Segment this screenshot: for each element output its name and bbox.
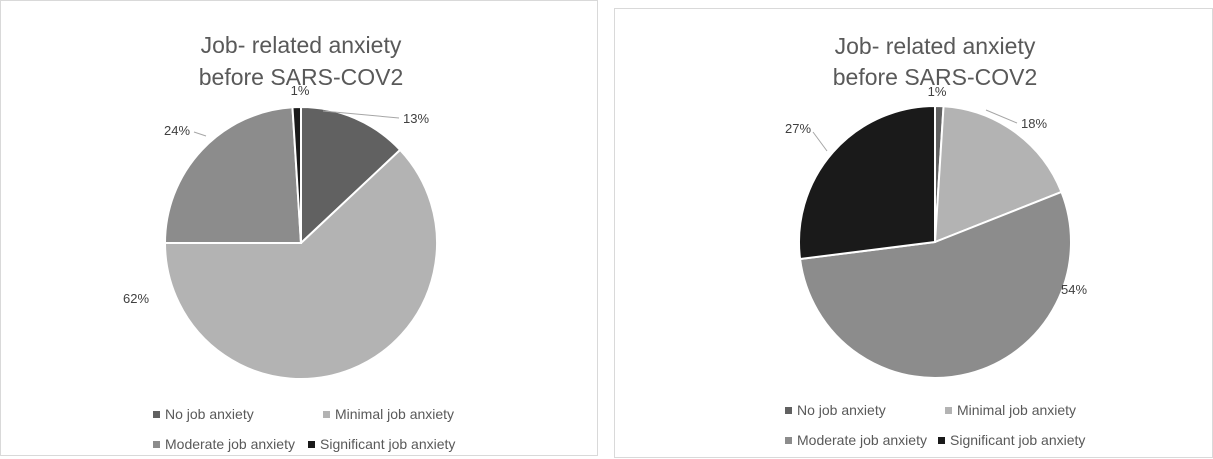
pie-slices <box>163 105 438 380</box>
data-label-no-job-anxiety: 13% <box>403 111 429 126</box>
slice-minimal-job-anxiety <box>163 148 438 380</box>
pie-slices <box>798 104 1072 379</box>
chart-title-line-1: Job- related anxiety <box>835 33 1036 59</box>
data-labels: 13% 62% 24% 1% <box>123 83 429 306</box>
pie-chart-panel-left: Job- related anxiety before SARS-COV2 13… <box>0 0 598 456</box>
legend-entry-significant-job-anxiety: Significant job anxiety <box>950 432 1085 448</box>
legend-entry-moderate-job-anxiety: Moderate job anxiety <box>797 432 927 448</box>
pie-chart-left: Job- related anxiety before SARS-COV2 13… <box>123 32 455 452</box>
chart-title: Job- related anxiety before SARS-COV2 <box>833 33 1038 90</box>
pie-chart-right: Job- related anxiety before SARS-COV2 1%… <box>785 33 1087 448</box>
legend-swatch-moderate-job-anxiety <box>785 437 792 444</box>
chart-title: Job- related anxiety before SARS-COV2 <box>199 32 404 90</box>
legend-entry-no-job-anxiety: No job anxiety <box>797 402 886 418</box>
data-label-significant-job-anxiety: 1% <box>291 83 310 98</box>
leader-line-significant-job-anxiety <box>812 131 828 152</box>
legend: No job anxiety Minimal job anxiety Moderat… <box>785 402 1085 448</box>
chart-title-line-1: Job- related anxiety <box>201 32 402 58</box>
leader-line-minimal-job-anxiety <box>985 109 1018 124</box>
legend-entry-significant-job-anxiety: Significant job anxiety <box>320 436 455 452</box>
data-label-minimal-job-anxiety: 18% <box>1021 116 1047 131</box>
chart-title-line-2: before SARS-COV2 <box>199 64 404 90</box>
leader-line-moderate-job-anxiety <box>193 131 207 137</box>
data-labels: 1% 18% 54% 27% <box>785 84 1087 297</box>
chart-title-line-2: before SARS-COV2 <box>833 64 1038 90</box>
slice-significant-job-anxiety <box>291 105 302 244</box>
legend-entry-minimal-job-anxiety: Minimal job anxiety <box>957 402 1076 418</box>
slice-no-job-anxiety <box>300 105 402 246</box>
slice-moderate-job-anxiety <box>798 190 1072 379</box>
data-label-moderate-job-anxiety: 54% <box>1061 282 1087 297</box>
slice-significant-job-anxiety <box>798 104 936 261</box>
slice-moderate-job-anxiety <box>163 106 303 244</box>
data-label-moderate-job-anxiety: 24% <box>164 123 190 138</box>
data-label-no-job-anxiety: 1% <box>928 84 947 99</box>
legend-entry-no-job-anxiety: No job anxiety <box>165 406 254 422</box>
legend-entry-moderate-job-anxiety: Moderate job anxiety <box>165 436 295 452</box>
leader-line-no-job-anxiety <box>322 110 400 119</box>
legend-swatch-no-job-anxiety <box>153 411 160 418</box>
legend-swatch-minimal-job-anxiety <box>945 407 952 414</box>
data-label-significant-job-anxiety: 27% <box>785 121 811 136</box>
pie-chart-panel-right: Job- related anxiety before SARS-COV2 1%… <box>614 8 1213 458</box>
legend-swatch-significant-job-anxiety <box>308 441 315 448</box>
legend: No job anxiety Minimal job anxiety Moderat… <box>153 406 455 452</box>
slice-minimal-job-anxiety <box>933 105 1063 244</box>
legend-swatch-moderate-job-anxiety <box>153 441 160 448</box>
data-label-minimal-job-anxiety: 62% <box>123 291 149 306</box>
legend-swatch-no-job-anxiety <box>785 407 792 414</box>
legend-swatch-minimal-job-anxiety <box>323 411 330 418</box>
legend-entry-minimal-job-anxiety: Minimal job anxiety <box>335 406 454 422</box>
legend-swatch-significant-job-anxiety <box>938 437 945 444</box>
